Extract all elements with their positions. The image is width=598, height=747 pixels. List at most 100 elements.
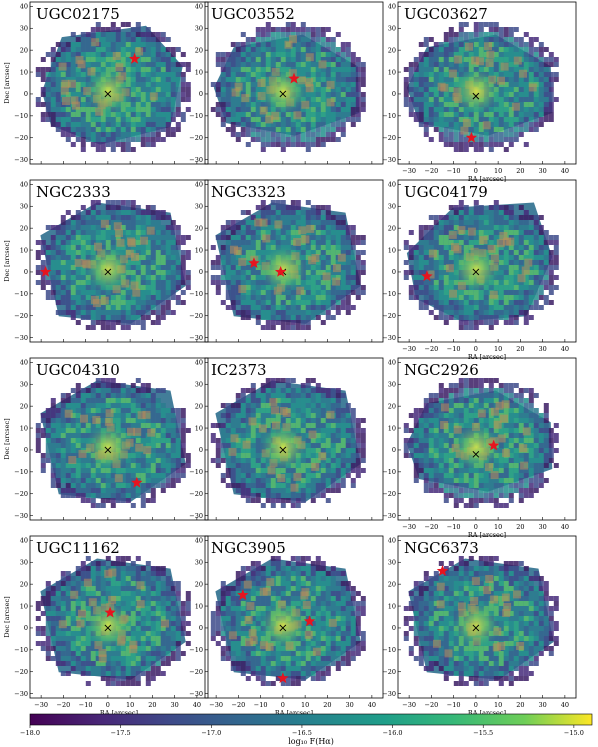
x-tick-label: 30	[538, 345, 546, 353]
galaxy-name: UGC02175	[36, 5, 120, 23]
center-marker	[104, 446, 112, 454]
x-tick-label: 40	[561, 167, 569, 175]
y-tick-label: 40	[20, 359, 28, 367]
panel-frame	[29, 357, 209, 521]
y-tick-label: −30	[382, 156, 396, 164]
y-tick-label: 10	[195, 424, 203, 432]
x-tick-label: −20	[425, 345, 439, 353]
center-marker	[472, 624, 480, 632]
x-tick-label: 0	[474, 167, 478, 175]
panel-frame	[29, 535, 209, 699]
y-tick-label: 0	[24, 624, 28, 632]
x-tick-label: 10	[494, 167, 502, 175]
y-tick-label: 0	[199, 268, 203, 276]
x-tick-label: 10	[126, 701, 134, 709]
galaxy-name: UGC04310	[36, 361, 120, 379]
colorbar-label: log₁₀ F(Hα)	[288, 737, 334, 746]
y-tick-label: 40	[20, 3, 28, 11]
panel-frame	[29, 179, 209, 343]
x-axis-label: RA [arcsec]	[100, 709, 138, 717]
flux-map	[403, 22, 559, 152]
y-tick-label: 20	[388, 224, 396, 232]
flux-map	[210, 378, 366, 508]
x-tick-label: −30	[402, 701, 416, 709]
y-tick-label: 20	[195, 580, 203, 588]
panel-frame	[397, 535, 577, 699]
x-tick-label: −10	[254, 701, 268, 709]
y-tick-label: 10	[20, 602, 28, 610]
y-tick-label: −30	[189, 690, 203, 698]
y-tick-label: 10	[388, 424, 396, 432]
galaxy-name: NGC2333	[36, 183, 111, 201]
panel-ugc03627: −30 −20 −10 0 10 20 30 40 −30 −20 −10 0 10 20 30 40 RA […	[382, 1, 577, 183]
y-tick-label: 30	[195, 25, 203, 33]
x-tick-label: −20	[425, 701, 439, 709]
panel-ugc04310: −30 −20 −10 0 10 20 30 40 Dec [arcsec] UGC04310	[3, 357, 209, 521]
x-tick-label: 40	[193, 701, 201, 709]
x-tick-label: −10	[79, 701, 93, 709]
y-tick-label: 30	[388, 203, 396, 211]
colorbar-tick-label: −15.5	[473, 729, 493, 737]
x-tick-label: 20	[516, 701, 524, 709]
panel-frame	[204, 1, 384, 165]
y-tick-label: 10	[195, 602, 203, 610]
y-tick-label: 30	[195, 559, 203, 567]
x-tick-label: 40	[561, 345, 569, 353]
x-tick-label: 0	[474, 523, 478, 531]
y-tick-label: −20	[382, 312, 396, 320]
y-tick-label: −20	[14, 490, 28, 498]
x-tick-label: 30	[170, 701, 178, 709]
x-axis-label: RA [arcsec]	[468, 709, 506, 717]
x-tick-label: −20	[425, 523, 439, 531]
galaxy-name: UGC04179	[404, 183, 488, 201]
y-tick-label: 20	[195, 402, 203, 410]
x-axis-label: RA [arcsec]	[468, 353, 506, 361]
panel-frame	[29, 1, 209, 165]
panel-frame	[397, 179, 577, 343]
panel-frame	[397, 1, 577, 165]
y-tick-label: −30	[382, 334, 396, 342]
star-marker	[39, 265, 52, 277]
x-tick-label: −10	[447, 345, 461, 353]
panel-ngc3323: −30 −20 −10 0 10 20 30 40 NGC3323	[189, 179, 384, 343]
x-tick-label: 0	[106, 701, 110, 709]
panel-ngc3905: −30 −20 −10 0 10 20 30 40 −30 −20 −10 0 10 20 30 40 RA […	[189, 535, 384, 717]
colorbar: −18.0 −17.5 −17.0 −16.5 −16.0 −15.5 −15.0 log₁…	[20, 713, 593, 746]
y-tick-label: −30	[14, 334, 28, 342]
y-tick-label: 30	[20, 25, 28, 33]
y-tick-label: −20	[189, 134, 203, 142]
y-tick-label: 0	[199, 446, 203, 454]
y-tick-label: −30	[189, 334, 203, 342]
y-axis-label: Dec [arcsec]	[3, 596, 11, 637]
star-marker	[248, 257, 260, 269]
panel-ngc2926: −30 −20 −10 0 10 20 30 40 −30 −20 −10 0 10 20 30 40 RA […	[382, 357, 577, 539]
y-tick-label: 30	[20, 559, 28, 567]
colorbar-tick-label: −16.5	[292, 729, 312, 737]
star-marker	[104, 606, 116, 618]
y-tick-label: 40	[195, 181, 203, 189]
flux-map	[210, 22, 366, 152]
x-tick-label: 30	[538, 701, 546, 709]
y-tick-label: −20	[189, 668, 203, 676]
y-tick-label: 0	[24, 446, 28, 454]
panel-ugc02175: −30 −20 −10 0 10 20 30 40 Dec [arcsec] UGC02175	[3, 1, 209, 165]
center-marker	[104, 624, 112, 632]
y-tick-label: 40	[195, 537, 203, 545]
y-tick-label: 30	[388, 559, 396, 567]
y-tick-label: −10	[14, 646, 28, 654]
x-tick-label: −30	[34, 701, 48, 709]
panel-frame	[397, 357, 577, 521]
x-tick-label: 10	[301, 701, 309, 709]
y-tick-label: 10	[195, 246, 203, 254]
y-tick-label: 20	[20, 224, 28, 232]
y-tick-label: −30	[382, 512, 396, 520]
y-tick-label: 40	[388, 537, 396, 545]
star-marker	[274, 265, 287, 277]
y-tick-label: 10	[388, 68, 396, 76]
flux-map	[403, 556, 559, 686]
y-tick-label: 30	[388, 381, 396, 389]
galaxy-name: UGC03627	[404, 5, 488, 23]
panel-frame	[204, 179, 384, 343]
star-marker	[288, 72, 300, 84]
